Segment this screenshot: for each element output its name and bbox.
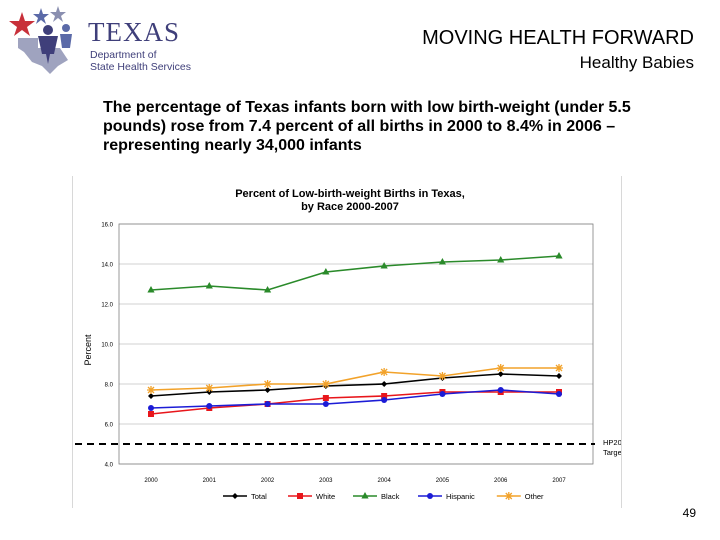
data-point-white [148, 411, 154, 417]
y-tick-label: 8.0 [105, 383, 114, 389]
y-tick-label: 12.0 [101, 303, 113, 309]
data-point-other [147, 386, 155, 394]
line-chart: Percent of Low-birth-weight Births in Te… [75, 188, 630, 501]
data-point-black [438, 258, 447, 265]
data-point-total [556, 373, 562, 379]
plot-area: 4.0 6.0 8.0 10.0 12.0 14.0 16.0 2000 2001 2002 200… [75, 223, 630, 501]
target-label-line-1: HP2010 [603, 438, 621, 447]
series-line-other [150, 367, 559, 391]
x-tick-label: 2003 [319, 478, 333, 484]
data-point-total [497, 371, 504, 377]
data-point-hispanic [497, 387, 504, 393]
legend-marker-black [361, 492, 369, 499]
data-point-hispanic [322, 401, 329, 407]
y-tick-label: 10.0 [101, 343, 113, 349]
data-point-black [380, 262, 388, 269]
data-point-hispanic [439, 391, 446, 397]
y-axis-label: Percent [83, 334, 93, 366]
page-number: 49 [682, 506, 696, 520]
data-point-white [322, 395, 329, 401]
data-point-black [263, 286, 272, 293]
x-tick-label: 2006 [494, 478, 508, 484]
data-point-total [264, 387, 271, 393]
data-point-total [381, 381, 388, 387]
data-point-other [263, 380, 272, 388]
chart-title-line-1: Percent of Low-birth-weight Births in Te… [235, 188, 465, 200]
dshs-logo: TEXAS Department of State Health Service… [8, 4, 198, 76]
target-label-line-2: Target [603, 448, 621, 457]
logo-line-1: Department of [90, 49, 157, 61]
legend-marker-other [504, 492, 513, 500]
texas-star-figures-icon [9, 6, 72, 74]
data-point-hispanic [148, 405, 154, 411]
data-point-black [555, 252, 563, 259]
data-point-other [321, 380, 330, 388]
logo-department: Department of State Health Services [90, 49, 191, 73]
legend-label-hispanic: Hispanic [446, 492, 475, 501]
data-point-hispanic [264, 401, 271, 407]
data-point-other [438, 372, 447, 380]
y-tick-label: 16.0 [101, 223, 113, 229]
series-line-hispanic [150, 389, 560, 409]
data-point-other [380, 368, 389, 376]
x-tick-label: 2000 [144, 478, 158, 484]
data-point-other [555, 364, 563, 372]
header-subtitle: Healthy Babies [579, 53, 694, 72]
data-point-other [496, 364, 505, 372]
data-point-black [147, 286, 155, 293]
legend-marker-white [297, 493, 303, 499]
header-title: MOVING HEALTH FORWARD [422, 27, 694, 49]
logo-wordmark: TEXAS [88, 17, 180, 47]
data-point-other [205, 384, 214, 392]
data-point-hispanic [556, 391, 562, 397]
x-tick-label: 2002 [261, 478, 275, 484]
series-line-white [150, 391, 559, 415]
legend-marker-hispanic [427, 493, 433, 499]
y-tick-label: 6.0 [105, 423, 114, 429]
legend-label-white: White [316, 492, 335, 501]
chart-title-line-2: by Race 2000-2007 [301, 201, 399, 213]
data-point-black [497, 256, 505, 263]
plot-frame [118, 223, 594, 465]
data-point-black [205, 282, 213, 289]
legend-label-black: Black [381, 492, 400, 501]
data-point-white [381, 393, 388, 399]
series-line-total [150, 373, 560, 397]
legend-label-total: Total [251, 492, 267, 501]
x-tick-label: 2004 [377, 478, 391, 484]
series-line-black [150, 255, 560, 291]
data-point-black [322, 268, 330, 275]
logo-line-2: State Health Services [90, 61, 191, 73]
y-tick-label: 4.0 [105, 463, 114, 469]
legend-label-other: Other [525, 492, 544, 501]
legend-marker-total [232, 493, 238, 499]
x-tick-label: 2005 [436, 478, 450, 484]
lead-text: The percentage of Texas infants born wit… [103, 99, 631, 154]
data-point-total [148, 393, 154, 399]
y-tick-label: 14.0 [101, 263, 113, 269]
x-tick-label: 2007 [552, 478, 566, 484]
data-point-hispanic [206, 403, 213, 409]
data-point-hispanic [381, 397, 388, 403]
x-tick-label: 2001 [203, 478, 217, 484]
chart-panel: Percent of Low-birth-weight Births in Te… [72, 176, 630, 508]
